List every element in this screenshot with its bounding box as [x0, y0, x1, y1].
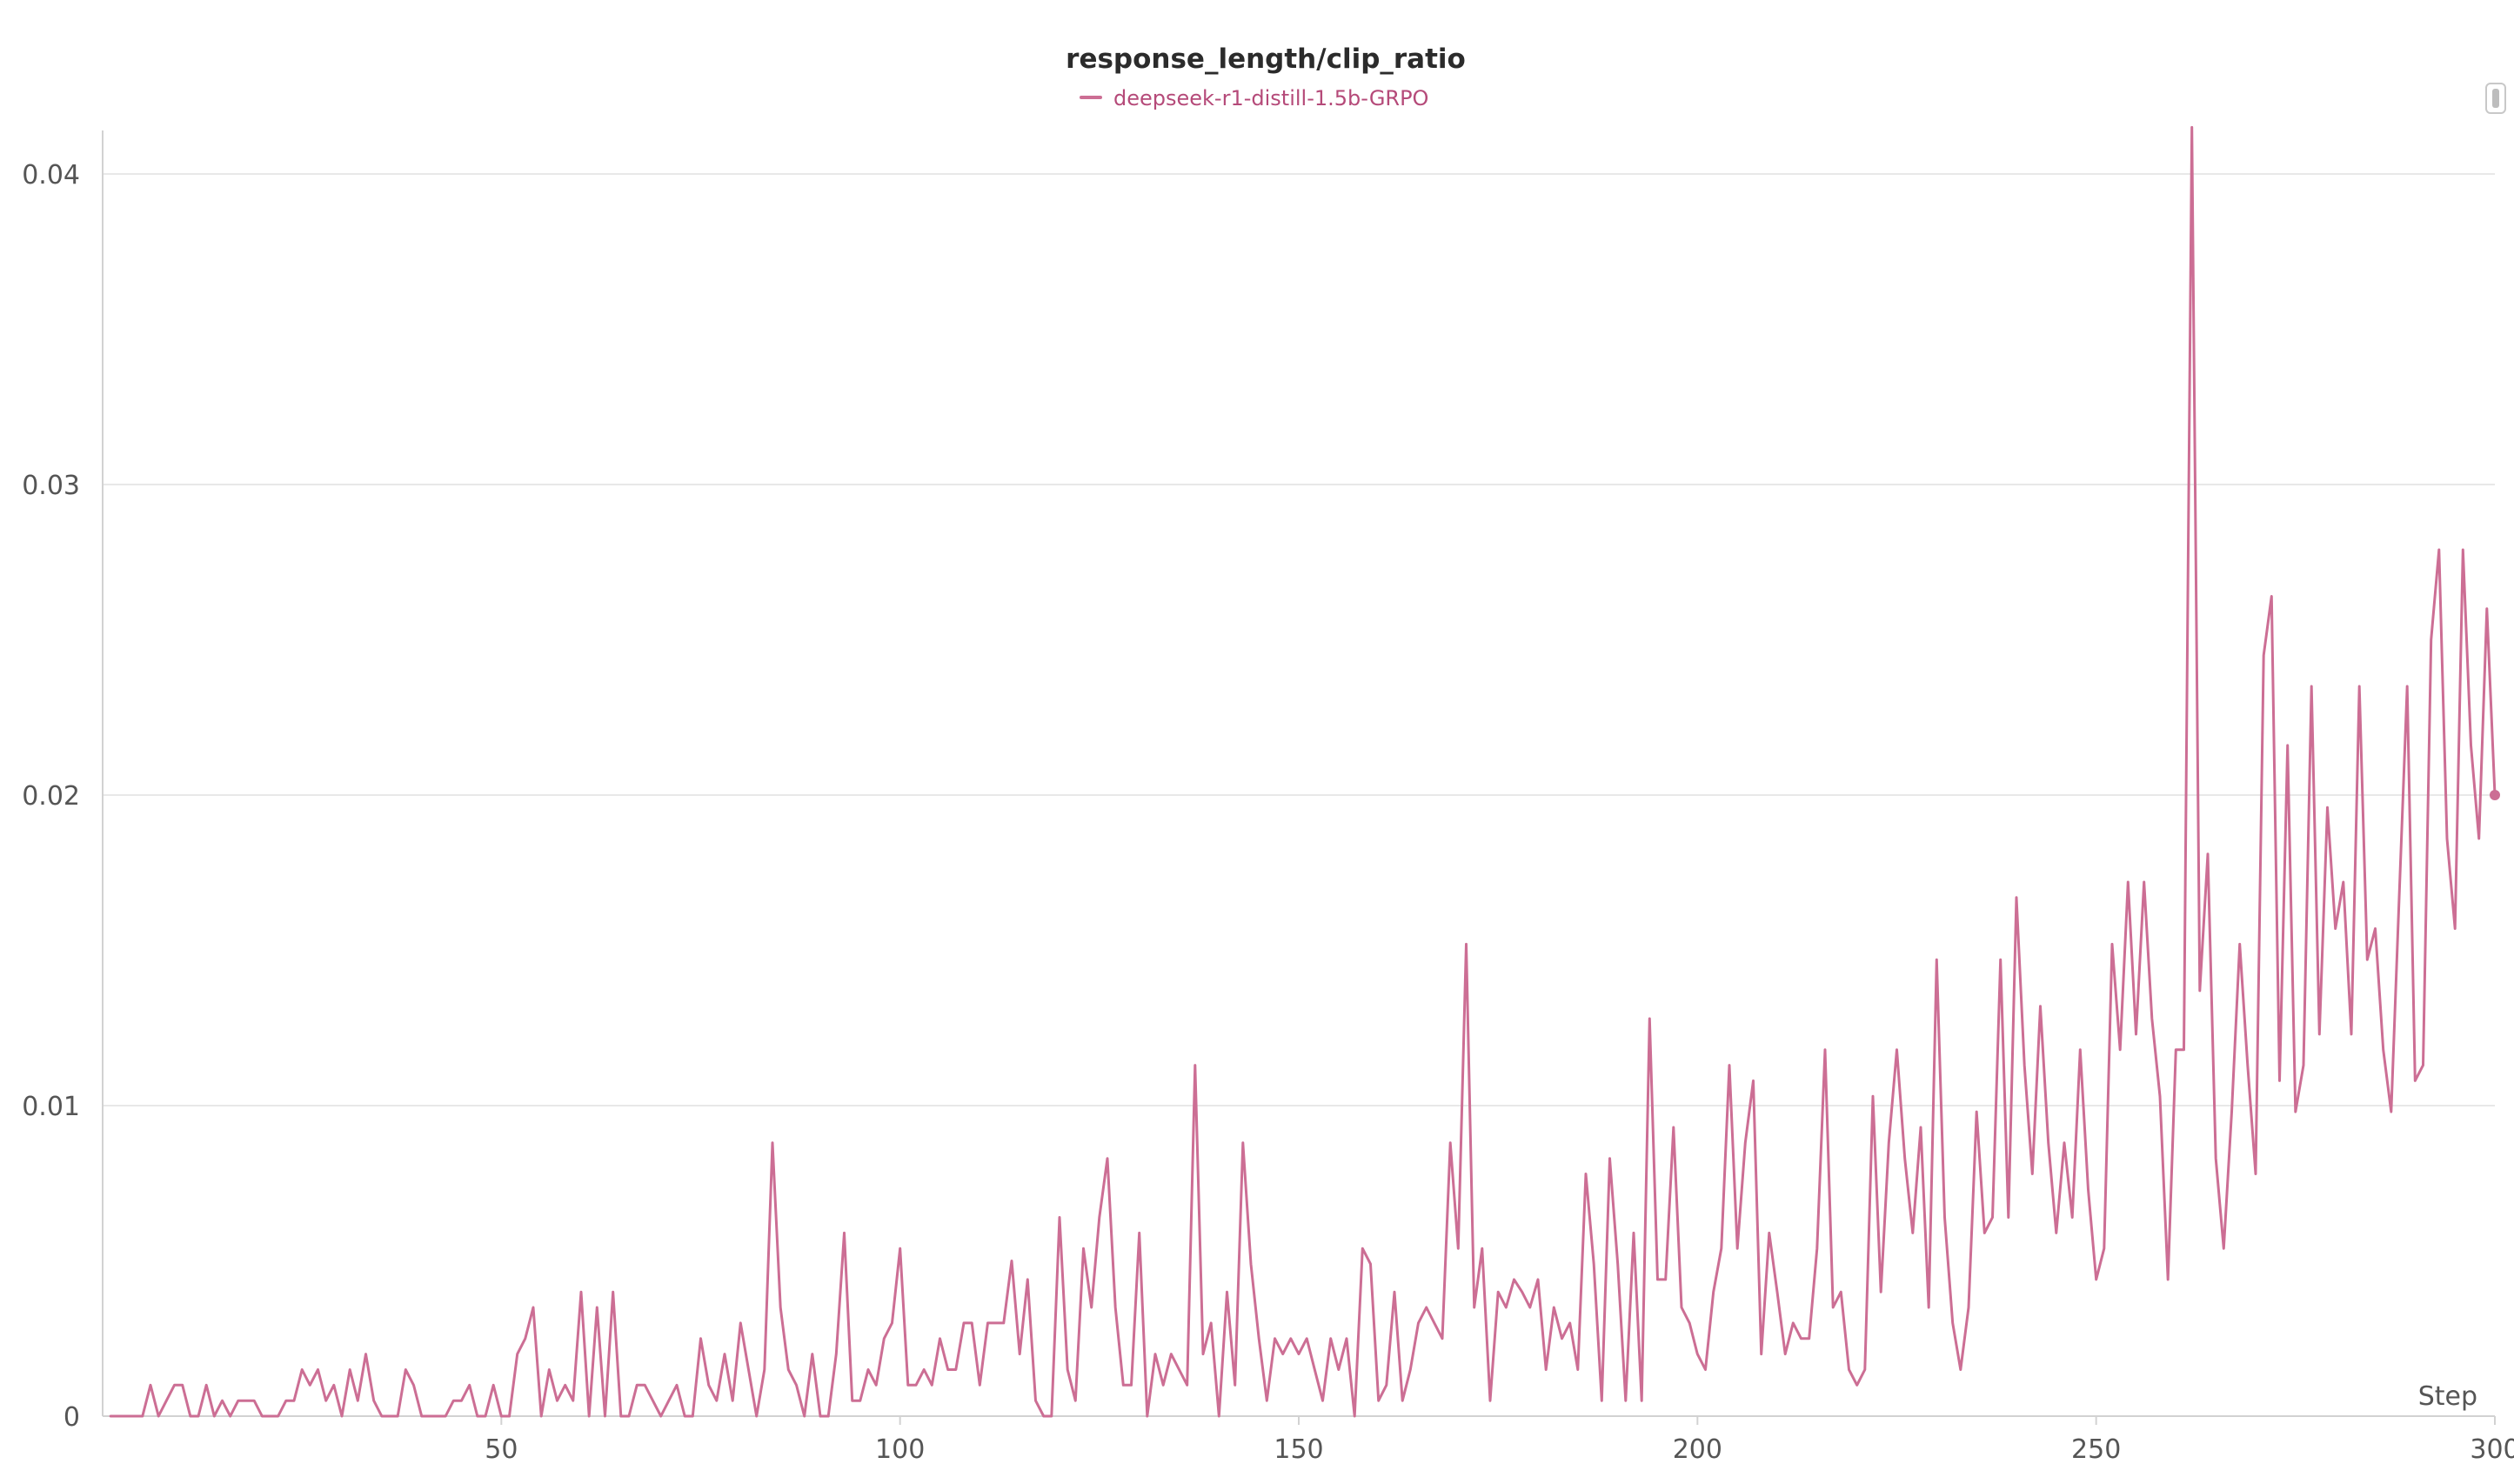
axes [102, 130, 2495, 1417]
x-tick-label: 100 [875, 1434, 925, 1465]
y-tick-label: 0.01 [22, 1092, 80, 1122]
series-lines [109, 125, 2500, 1418]
y-tick-label: 0.04 [22, 160, 80, 191]
y-tick-label: 0 [64, 1402, 80, 1433]
x-tick-label: 300 [2470, 1434, 2514, 1465]
x-axis-title: Step [2418, 1381, 2477, 1412]
x-tick-labels: 50 100 150 200 250 300 [485, 1416, 2514, 1465]
x-tick-label: 150 [1274, 1434, 1323, 1465]
series-endpoint-marker [2490, 790, 2500, 800]
grid-lines [103, 173, 2495, 1106]
chart-title: response_length/clip_ratio [1066, 43, 1466, 75]
y-tick-label: 0.03 [22, 471, 80, 501]
legend-label-series: deepseek-r1-distill-1.5b-GRPO [1113, 86, 1428, 110]
x-tick-label: 50 [485, 1434, 518, 1465]
y-tick-labels: 0 0.01 0.02 0.03 0.04 [22, 160, 80, 1433]
y-tick-label: 0.02 [22, 781, 80, 812]
panel-resize-handle[interactable] [2485, 83, 2506, 114]
x-tick-label: 200 [1673, 1434, 1722, 1465]
x-tick-label: 250 [2071, 1434, 2121, 1465]
series-line-0[interactable] [109, 125, 2497, 1418]
legend[interactable]: deepseek-r1-distill-1.5b-GRPO [1080, 86, 1428, 110]
